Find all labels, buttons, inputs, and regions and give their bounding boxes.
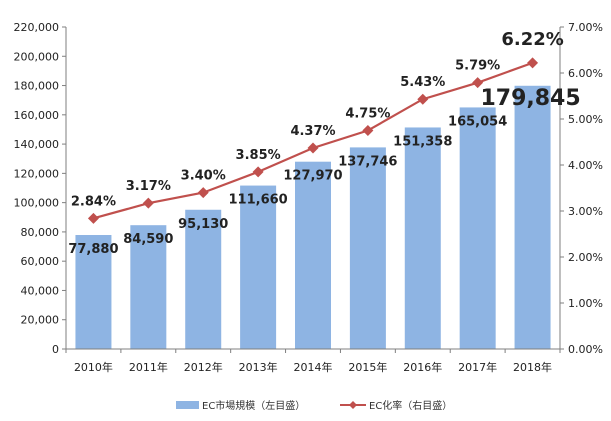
line-data-labels: 2.84% 3.17% 3.40% 3.85% 4.37% 4.75% 5.43% 5.79%…: [71, 29, 564, 209]
left-tick-label: 160,000: [14, 109, 60, 122]
bar: [240, 185, 277, 349]
rate-marker: [362, 125, 374, 136]
bar: [130, 225, 167, 349]
rate-data-label: 3.40%: [181, 169, 226, 184]
line-series: [87, 57, 539, 224]
right-tick-label: 3.00%: [568, 205, 603, 218]
bar-data-label: 127,970: [283, 169, 342, 184]
rate-marker: [197, 187, 209, 199]
bar-data-label: 95,130: [178, 217, 228, 232]
bar: [75, 235, 112, 349]
left-tick-label: 180,000: [14, 80, 60, 93]
left-tick-label: 80,000: [21, 226, 60, 239]
bar: [514, 85, 551, 350]
right-tick-label: 0.00%: [568, 343, 603, 356]
legend: EC市場規模（左目盛） EC化率（右目盛）: [176, 399, 452, 412]
x-axis: 2010年 2011年 2012年 2013年 2014年 2015年 2016年 2017年…: [65, 348, 561, 374]
right-tick-label: 5.00%: [568, 113, 603, 126]
rate-marker: [87, 212, 99, 224]
x-tick-label: 2011年: [129, 360, 168, 374]
rate-data-label: 3.17%: [126, 179, 171, 194]
bar: [404, 127, 441, 350]
rate-data-label: 5.43%: [400, 75, 445, 90]
legend-line-marker: [349, 401, 357, 409]
x-tick-label: 2015年: [348, 360, 387, 374]
x-tick-label: 2010年: [74, 360, 113, 374]
bar: [459, 107, 496, 350]
left-tick-label: 60,000: [21, 255, 60, 268]
bar-data-label: 84,590: [123, 232, 173, 247]
bar-series: [75, 85, 551, 350]
legend-bar-swatch: [176, 401, 199, 409]
right-tick-label: 7.00%: [568, 21, 603, 34]
left-tick-label: 200,000: [14, 50, 60, 63]
left-tick-label: 0: [52, 343, 59, 356]
bar: [295, 161, 331, 349]
bar: [349, 147, 386, 349]
rate-marker: [142, 197, 154, 209]
right-tick-label: 1.00%: [568, 297, 603, 310]
x-tick-label: 2012年: [184, 360, 223, 374]
x-tick-label: 2017年: [458, 360, 497, 374]
x-tick-label: 2013年: [239, 360, 278, 374]
rate-marker: [527, 57, 539, 69]
bar-data-label: 151,358: [393, 134, 452, 149]
left-axis: 0 20,000 40,000 60,000 80,000 100,000 120,000 1…: [14, 21, 67, 356]
rate-data-label: 2.84%: [71, 194, 116, 209]
bar: [185, 209, 222, 349]
left-tick-label: 120,000: [14, 167, 60, 180]
left-tick-label: 140,000: [14, 138, 60, 151]
left-tick-label: 220,000: [14, 21, 60, 34]
left-tick-label: 100,000: [14, 197, 60, 210]
bar-data-label: 179,845: [480, 86, 580, 111]
right-tick-label: 4.00%: [568, 159, 603, 172]
rate-marker: [307, 142, 319, 154]
x-tick-label: 2016年: [403, 360, 442, 374]
x-tick-label: 2014年: [294, 360, 333, 374]
legend-line-label: EC化率（右目盛）: [369, 399, 452, 412]
right-tick-label: 2.00%: [568, 251, 603, 264]
rate-data-label: 4.37%: [290, 124, 335, 139]
rate-data-label: 3.85%: [236, 148, 281, 163]
x-tick-label: 2018年: [513, 360, 552, 374]
right-tick-label: 6.00%: [568, 67, 603, 80]
legend-bar-label: EC市場規模（左目盛）: [202, 399, 305, 412]
right-axis: 0.00% 1.00% 2.00% 3.00% 4.00% 5.00% 6.00% 7.00%: [559, 21, 603, 356]
left-tick-label: 20,000: [21, 314, 60, 327]
bar-data-label: 137,746: [338, 154, 397, 169]
bar-data-label: 165,054: [448, 114, 507, 129]
rate-data-label: 4.75%: [345, 107, 390, 122]
bar-data-label: 111,660: [229, 193, 288, 208]
rate-data-label: 6.22%: [501, 29, 563, 50]
rate-marker: [472, 77, 484, 89]
rate-marker: [417, 93, 429, 105]
rate-marker: [252, 166, 264, 178]
rate-data-label: 5.79%: [455, 59, 500, 74]
bar-data-label: 77,880: [68, 242, 118, 257]
left-tick-label: 40,000: [21, 284, 60, 297]
